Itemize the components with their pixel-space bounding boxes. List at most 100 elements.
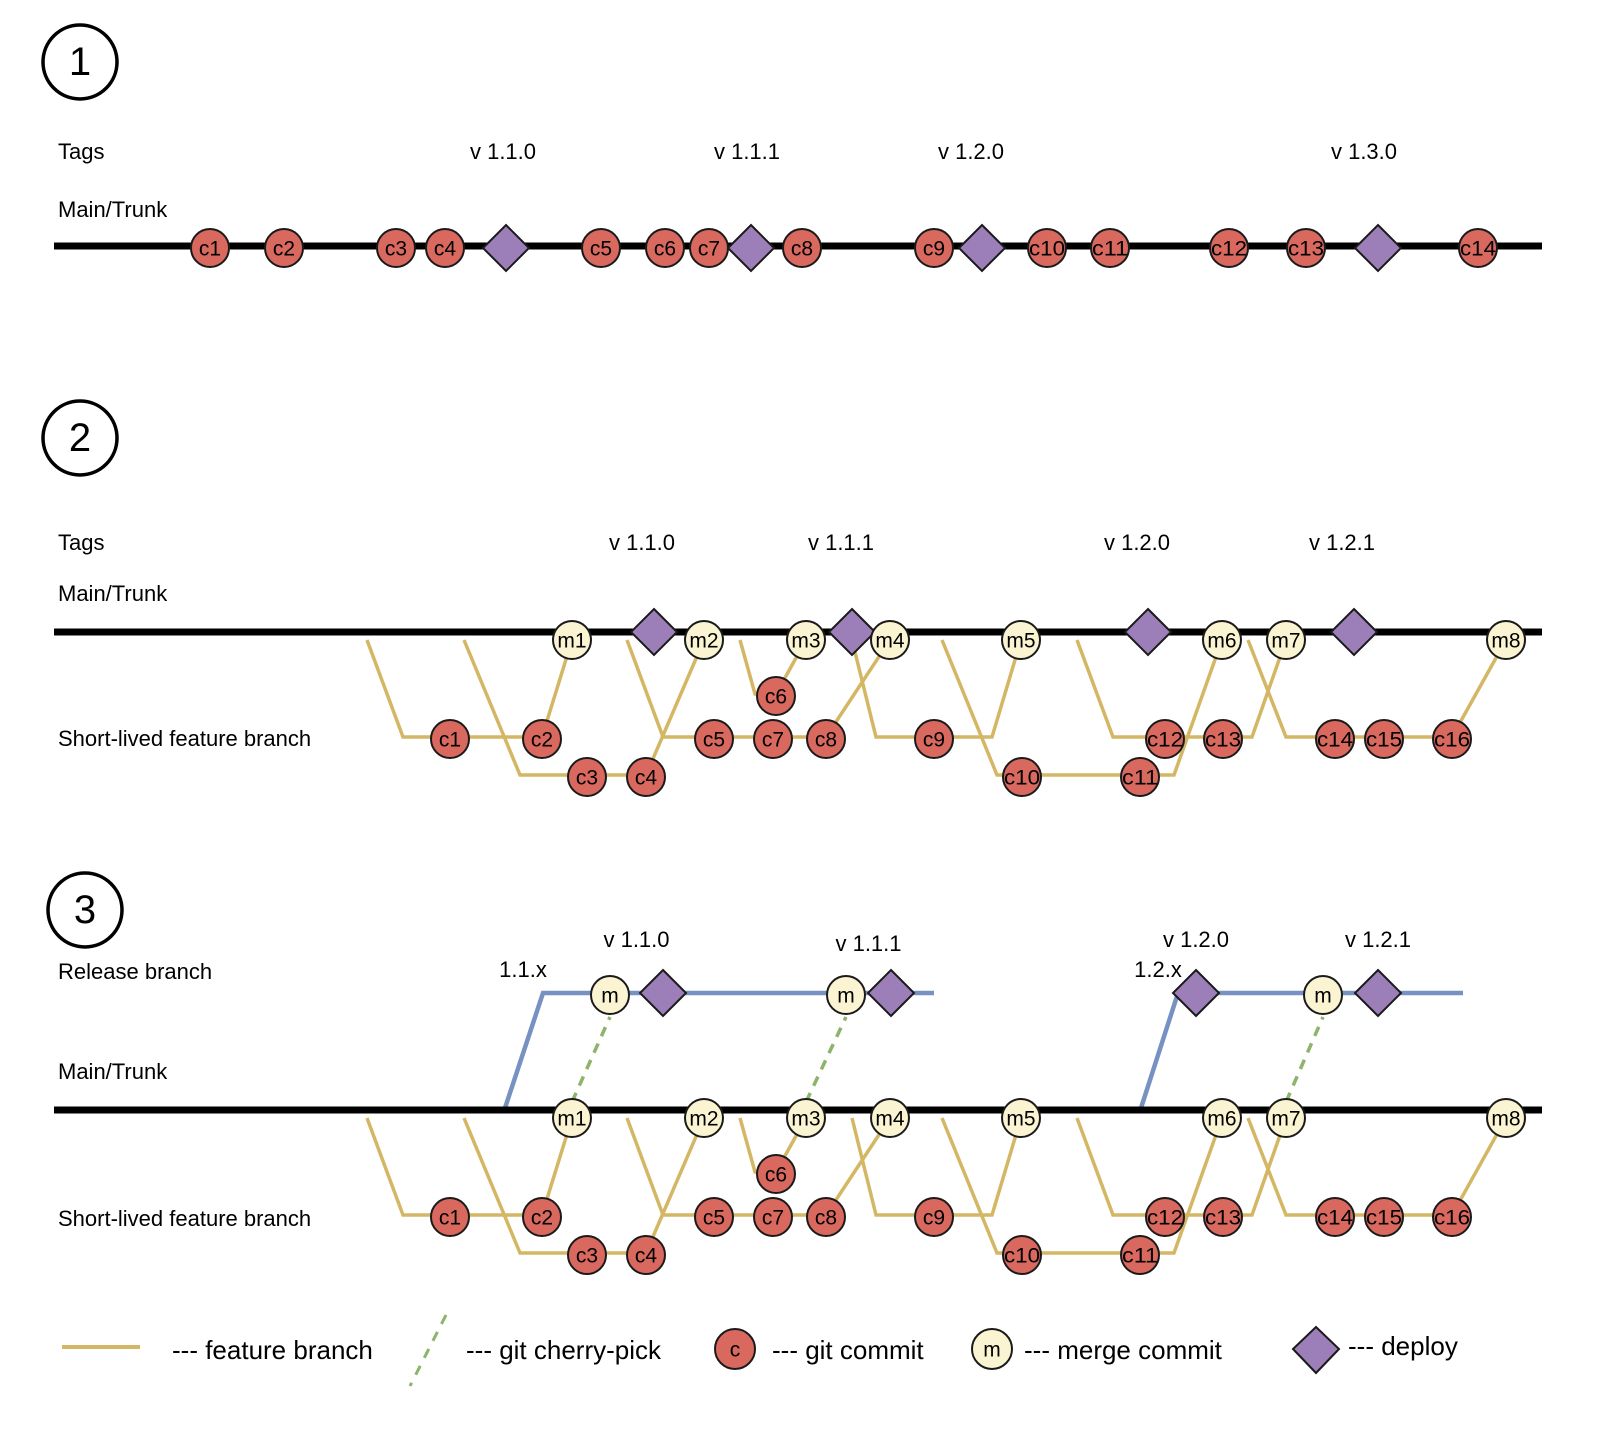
node-label: c3 bbox=[576, 1245, 598, 1268]
commit-circle-icon bbox=[522, 719, 562, 759]
legend: --- feature branch --- git cherry-pick c --… bbox=[62, 1314, 1458, 1387]
node-label: c4 bbox=[635, 767, 658, 790]
merge-circle-icon bbox=[1001, 1098, 1041, 1138]
deploy-diamond-icon bbox=[1353, 223, 1403, 273]
commit-circle-icon bbox=[1203, 719, 1243, 759]
version-tag: v 1.1.0 bbox=[470, 139, 536, 164]
commit-node: c4 bbox=[626, 757, 666, 797]
merge-circle-icon bbox=[786, 1098, 826, 1138]
cherry-pick-line bbox=[1284, 1016, 1325, 1103]
commit-circle-icon bbox=[1209, 228, 1249, 268]
commit-circle-icon bbox=[753, 1197, 793, 1237]
trunk-label: Main/Trunk bbox=[58, 581, 168, 606]
legend-label: --- merge commit bbox=[1024, 1335, 1223, 1365]
node-label: c13 bbox=[1205, 1207, 1241, 1230]
feature-branch-line bbox=[625, 1117, 892, 1217]
node-label: c2 bbox=[273, 238, 295, 261]
node-label: m bbox=[1314, 985, 1332, 1008]
deploy-marker bbox=[638, 968, 688, 1018]
merge-circle-icon bbox=[1486, 620, 1526, 660]
commit-circle-icon bbox=[567, 757, 607, 797]
node-label: c11 bbox=[1122, 1245, 1158, 1268]
commit-circle-icon bbox=[694, 719, 734, 759]
deploy-marker bbox=[1353, 223, 1403, 273]
merge-commit-node: m bbox=[590, 975, 630, 1015]
tags-label: Tags bbox=[58, 530, 104, 555]
commit-node: c12 bbox=[1145, 719, 1185, 759]
release-branch-name: 1.2.x bbox=[1134, 957, 1182, 982]
commit-circle-icon bbox=[581, 228, 621, 268]
commit-node: c5 bbox=[581, 228, 621, 268]
commit-node: c7 bbox=[753, 1197, 793, 1237]
commit-node: c13 bbox=[1203, 719, 1243, 759]
commit-circle-icon bbox=[567, 1235, 607, 1275]
node-label: c9 bbox=[923, 238, 945, 261]
commit-node: c9 bbox=[914, 719, 954, 759]
commit-node: c11 bbox=[1120, 1235, 1160, 1275]
section-number: 3 bbox=[74, 888, 96, 932]
node-label: c13 bbox=[1205, 729, 1241, 752]
deploy-diamond-icon bbox=[1171, 968, 1221, 1018]
legend-label: --- feature branch bbox=[172, 1335, 373, 1365]
tags-label: Tags bbox=[58, 139, 104, 164]
commit-node: c4 bbox=[425, 228, 465, 268]
commit-circle-icon bbox=[1315, 719, 1355, 759]
node-label: m bbox=[601, 985, 619, 1008]
section-2: 2 Tags Main/Trunk Short-lived feature br… bbox=[41, 399, 1542, 797]
legend-item-feature-line: --- feature branch bbox=[62, 1335, 373, 1365]
merge-commit-node: m8 bbox=[1486, 620, 1526, 660]
commit-circle-icon bbox=[430, 1197, 470, 1237]
version-tag: v 1.3.0 bbox=[1331, 139, 1397, 164]
commit-circle-icon bbox=[914, 228, 954, 268]
commit-node: c7 bbox=[753, 719, 793, 759]
nodes: c1 c2 c3 c4 c5 c6 c7 c8 c9 c10 c11 c12 c13 c14 c15 c16 m… bbox=[430, 1098, 1526, 1275]
node-label: c16 bbox=[1434, 1207, 1470, 1230]
commit-node: c10 bbox=[1002, 757, 1042, 797]
deploy-diamond-icon bbox=[957, 223, 1007, 273]
merge-commit-node: m8 bbox=[1486, 1098, 1526, 1138]
commit-node: c2 bbox=[264, 228, 304, 268]
commit-circle-icon bbox=[626, 757, 666, 797]
release-branch-name: 1.1.x bbox=[499, 957, 547, 982]
node-label: m7 bbox=[1271, 630, 1300, 653]
commit-circle-icon bbox=[806, 719, 846, 759]
commit-node: c9 bbox=[914, 228, 954, 268]
version-tag: v 1.2.0 bbox=[1163, 927, 1229, 952]
deploy-diamond-icon bbox=[638, 968, 688, 1018]
commit-circle-icon bbox=[1458, 228, 1498, 268]
version-tag: v 1.1.1 bbox=[714, 139, 780, 164]
commit-node: c1 bbox=[430, 719, 470, 759]
node-label: m bbox=[837, 985, 855, 1008]
legend-symbol: m bbox=[983, 1339, 1001, 1362]
version-tag: v 1.2.1 bbox=[1345, 927, 1411, 952]
merge-commit-node: m5 bbox=[1001, 1098, 1041, 1138]
commit-node: c6 bbox=[645, 228, 685, 268]
node-label: m2 bbox=[689, 630, 718, 653]
merge-circle-icon bbox=[1266, 620, 1306, 660]
tag-row: v 1.1.0 v 1.1.1 v 1.2.0 v 1.3.0 bbox=[470, 139, 1397, 164]
commit-circle-icon bbox=[1120, 1235, 1160, 1275]
node-label: c1 bbox=[439, 729, 461, 752]
commit-node: c6 bbox=[756, 676, 796, 716]
section-number-badge: 1 bbox=[41, 23, 119, 101]
commit-circle-icon bbox=[1002, 757, 1042, 797]
trunk-label: Main/Trunk bbox=[58, 197, 168, 222]
commit-node: c12 bbox=[1209, 228, 1249, 268]
merge-circle-icon bbox=[1202, 620, 1242, 660]
commit-node: c16 bbox=[1432, 1197, 1472, 1237]
commit-node: c14 bbox=[1315, 719, 1355, 759]
merge-circle-icon bbox=[590, 975, 630, 1015]
version-tag: v 1.1.1 bbox=[835, 931, 901, 956]
commit-node: c11 bbox=[1120, 757, 1160, 797]
commit-node: c10 bbox=[1002, 1235, 1042, 1275]
feature-branch-line bbox=[940, 639, 1224, 777]
merge-circle-icon bbox=[684, 1098, 724, 1138]
merge-commit-node: m1 bbox=[552, 620, 592, 660]
commit-circle-icon bbox=[1286, 228, 1326, 268]
node-label: m4 bbox=[875, 1108, 904, 1131]
version-tag: v 1.1.0 bbox=[609, 530, 675, 555]
merge-circle-icon bbox=[1001, 620, 1041, 660]
commit-node: c10 bbox=[1027, 228, 1067, 268]
commit-circle-icon bbox=[753, 719, 793, 759]
commit-swatch-icon bbox=[714, 1328, 756, 1370]
